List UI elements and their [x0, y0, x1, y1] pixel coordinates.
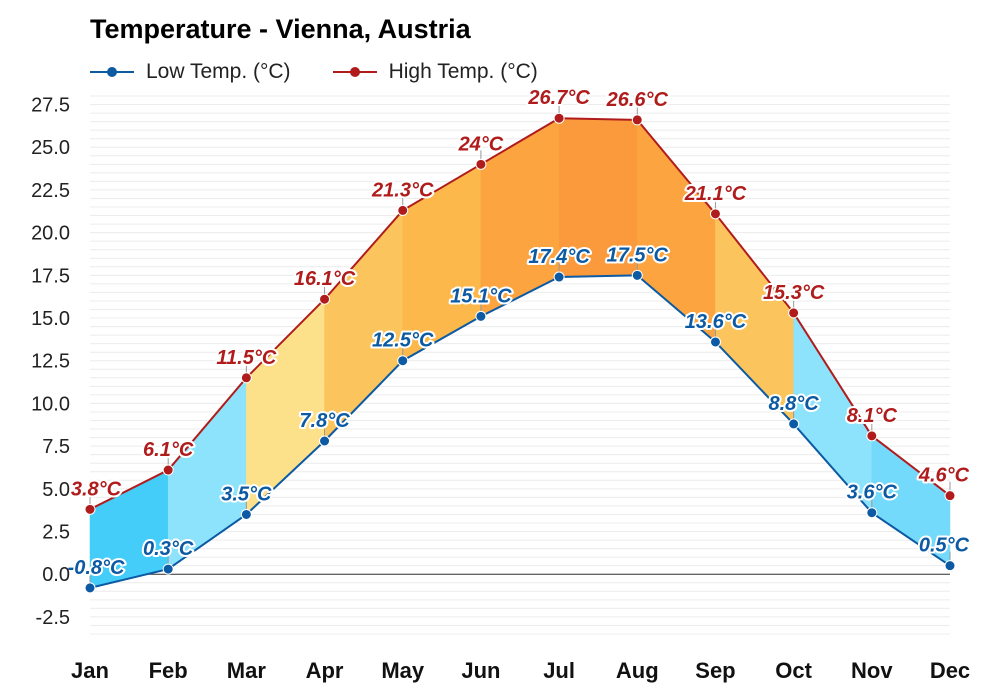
low-temp-point[interactable]	[944, 560, 956, 572]
low-temp-label: 17.4°C	[528, 246, 590, 268]
x-tick-label: Jul	[543, 658, 575, 683]
low-temp-point[interactable]	[709, 336, 721, 348]
y-tick-label: 15.0	[31, 308, 70, 330]
chart-title: Temperature - Vienna, Austria	[90, 14, 471, 44]
range-fill-segment	[246, 298, 325, 516]
low-temp-label: 0.3°C	[143, 538, 194, 560]
x-tick-label: Mar	[227, 658, 267, 683]
data-labels: -0.8°C 0.3°C 3.5°C 7.8°C 12.5°C 15.1°C 17.4°C 1…	[66, 85, 972, 581]
y-tick-label: 7.5	[42, 436, 70, 458]
low-temp-label: -0.8°C	[68, 557, 125, 579]
high-temp-point[interactable]	[944, 490, 956, 502]
low-temp-point[interactable]	[319, 435, 331, 447]
high-temp-point[interactable]	[240, 372, 252, 384]
low-temp-point[interactable]	[553, 271, 565, 283]
high-temp-line	[89, 117, 951, 511]
legend-item-high[interactable]: High Temp. (°C)	[331, 60, 538, 84]
high-temp-point[interactable]	[319, 293, 331, 305]
y-tick-label: 27.5	[31, 95, 70, 117]
y-tick-label: 0.0	[42, 564, 70, 586]
low-temp-label: 7.8°C	[299, 410, 350, 432]
low-temp-point[interactable]	[162, 563, 174, 575]
low-temp-point[interactable]	[631, 269, 643, 281]
high-temp-point[interactable]	[709, 208, 721, 220]
low-temp-point[interactable]	[240, 508, 252, 520]
legend-item-low[interactable]: Low Temp. (°C)	[88, 60, 291, 84]
y-tick-label: 2.5	[42, 522, 70, 544]
high-temp-label: 15.3°C	[763, 282, 825, 304]
high-temp-point[interactable]	[162, 464, 174, 476]
low-temp-label: 13.6°C	[685, 311, 747, 333]
low-temp-label: 0.5°C	[919, 535, 970, 557]
high-temp-point[interactable]	[553, 112, 565, 124]
low-temp-point[interactable]	[866, 507, 878, 519]
x-tick-label: Sep	[695, 658, 735, 683]
data-points	[84, 104, 956, 594]
y-tick-label: 25.0	[31, 137, 70, 159]
low-temp-point[interactable]	[475, 310, 487, 322]
high-temp-label: 4.6°C	[918, 465, 970, 487]
high-temp-point[interactable]	[397, 204, 409, 216]
range-fills	[89, 117, 951, 589]
x-tick-label: Feb	[149, 658, 188, 683]
high-temp-label: 6.1°C	[143, 439, 194, 461]
low-temp-label: 12.5°C	[372, 330, 434, 352]
y-tick-label: 22.5	[31, 180, 70, 202]
x-tick-label: Oct	[775, 658, 812, 683]
low-temp-label: 8.8°C	[769, 393, 820, 415]
high-temp-label: 21.1°C	[684, 183, 747, 205]
low-temp-point[interactable]	[788, 418, 800, 430]
legend-label-high: High Temp. (°C)	[388, 60, 538, 83]
range-fill-segment	[324, 209, 403, 442]
legend: Low Temp. (°C) High Temp. (°C)	[88, 60, 578, 84]
low-temp-label: 15.1°C	[450, 285, 512, 307]
y-tick-label: 12.5	[31, 351, 70, 373]
x-tick-label: Dec	[930, 658, 970, 683]
low-temp-point[interactable]	[397, 355, 409, 367]
y-tick-label: 5.0	[42, 479, 70, 501]
series-lines	[89, 117, 951, 589]
high-temp-label: 11.5°C	[216, 347, 276, 369]
high-temp-point[interactable]	[84, 503, 96, 515]
high-temp-point[interactable]	[866, 430, 878, 442]
legend-marker-low-icon	[90, 67, 134, 77]
y-tick-label: 10.0	[31, 393, 70, 415]
x-tick-label: Jan	[71, 658, 109, 683]
axis-labels: 27.5 25.0 22.5 20.0 17.5 15.0 12.5 10.0 7.5 5.0 2.…	[31, 95, 970, 683]
low-temp-line	[89, 274, 951, 589]
x-tick-label: Jun	[461, 658, 500, 683]
x-tick-label: Aug	[616, 658, 659, 683]
high-temp-label: 3.8°C	[71, 478, 122, 500]
high-temp-point[interactable]	[788, 307, 800, 319]
low-temp-label: 17.5°C	[607, 244, 669, 266]
high-temp-label: 24°C	[458, 133, 504, 155]
y-tick-label: -2.5	[36, 607, 70, 629]
high-temp-label: 26.6°C	[606, 89, 669, 111]
x-tick-label: Apr	[306, 658, 344, 683]
high-temp-label: 16.1°C	[294, 268, 356, 290]
high-temp-label: 8.1°C	[847, 405, 898, 427]
x-tick-label: Nov	[851, 658, 893, 683]
low-temp-point[interactable]	[84, 582, 96, 594]
y-tick-label: 20.0	[31, 223, 70, 245]
x-tick-label: May	[381, 658, 425, 683]
low-temp-label: 3.5°C	[221, 483, 272, 505]
y-tick-label: 17.5	[31, 265, 70, 287]
high-temp-point[interactable]	[475, 158, 487, 170]
low-temp-label: 3.6°C	[847, 482, 898, 504]
legend-marker-high-icon	[332, 67, 377, 77]
legend-label-low: Low Temp. (°C)	[146, 60, 291, 83]
high-temp-label: 26.7°C	[527, 87, 590, 109]
high-temp-label: 21.3°C	[371, 179, 434, 201]
high-temp-point[interactable]	[631, 114, 643, 126]
